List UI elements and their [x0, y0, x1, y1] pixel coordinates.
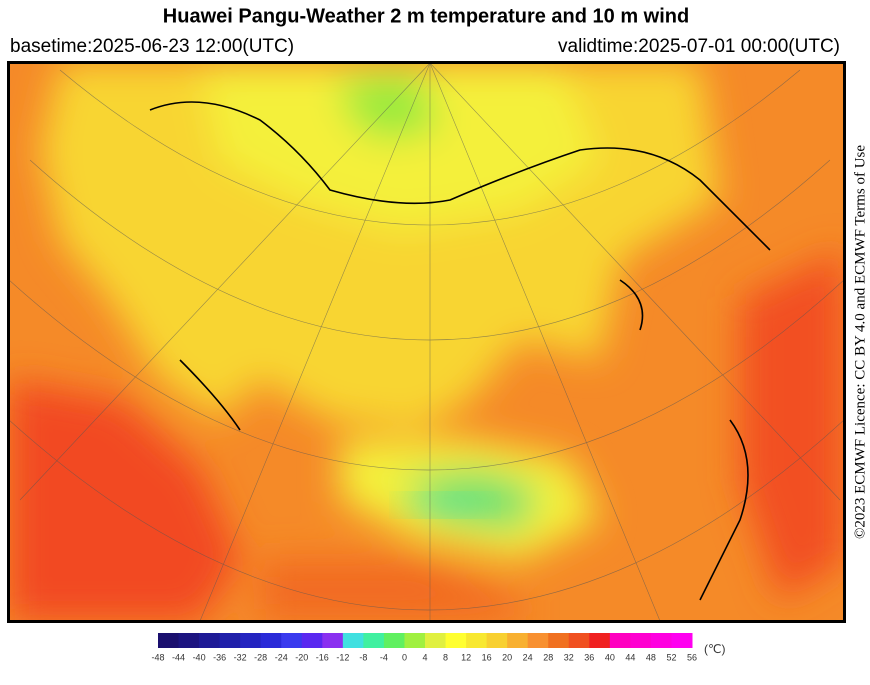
- colorbar-label: 12: [461, 652, 471, 662]
- colorbar-label: -32: [234, 652, 247, 662]
- colorbar-segment: [568, 633, 590, 648]
- colorbar-segment: [322, 633, 344, 648]
- colorbar-label: 16: [482, 652, 492, 662]
- colorbar-label: -24: [275, 652, 288, 662]
- colorbar-label: -36: [213, 652, 226, 662]
- licence: ©2023 ECMWF Licence: CC BY 4.0 and ECMWF…: [852, 145, 868, 539]
- colorbar: -48 -44 -40 -36 -32 -28 -24 -20 -16 -12 -8 -4 0 4 8 12 1…: [151, 633, 725, 662]
- colorbar-label: 32: [564, 652, 574, 662]
- colorbar-segment: [178, 633, 200, 648]
- colorbar-label: -48: [151, 652, 164, 662]
- colorbar-segment: [486, 633, 508, 648]
- colorbar-segment: [240, 633, 262, 648]
- colorbar-label: 8: [443, 652, 448, 662]
- colorbar-label: -44: [172, 652, 185, 662]
- colorbar-segment: [425, 633, 447, 648]
- colorbar-segment: [219, 633, 241, 648]
- map: [9, 63, 844, 621]
- colorbar-label: -12: [336, 652, 349, 662]
- colorbar-segment: [466, 633, 488, 648]
- colorbar-segment: [507, 633, 529, 648]
- colorbar-label: -28: [254, 652, 267, 662]
- colorbar-segment: [589, 633, 611, 648]
- colorbar-label: -8: [359, 652, 367, 662]
- colorbar-segment: [404, 633, 426, 648]
- colorbar-label: -20: [295, 652, 308, 662]
- colorbar-segment: [445, 633, 467, 648]
- validtime: validtime:2025-07-01 00:00(UTC): [558, 36, 840, 57]
- colorbar-segment: [609, 633, 631, 648]
- colorbar-label: -4: [380, 652, 388, 662]
- colorbar-segment: [199, 633, 221, 648]
- colorbar-label: 52: [666, 652, 676, 662]
- colorbar-label: 0: [402, 652, 407, 662]
- colorbar-label: -16: [316, 652, 329, 662]
- colorbar-label: 44: [625, 652, 635, 662]
- colorbar-segment: [363, 633, 385, 648]
- colorbar-unit: (℃): [704, 642, 725, 656]
- colorbar-segment: [301, 633, 323, 648]
- colorbar-segment: [281, 633, 303, 648]
- colorbar-segment: [650, 633, 672, 648]
- colorbar-label: 48: [646, 652, 656, 662]
- colorbar-label: 40: [605, 652, 615, 662]
- colorbar-label: 4: [422, 652, 427, 662]
- colorbar-segment: [527, 633, 549, 648]
- colorbar-segment: [260, 633, 282, 648]
- colorbar-label: 36: [584, 652, 594, 662]
- colorbar-label: 24: [523, 652, 533, 662]
- colorbar-segment: [630, 633, 652, 648]
- basetime: basetime:2025-06-23 12:00(UTC): [10, 36, 294, 57]
- colorbar-label: 20: [502, 652, 512, 662]
- colorbar-segment: [548, 633, 570, 648]
- map-frame: [7, 61, 846, 623]
- colorbar-segment: [342, 633, 364, 648]
- colorbar-segment: [158, 633, 180, 648]
- title: Huawei Pangu-Weather 2 m temperature and…: [163, 5, 689, 27]
- colorbar-label: 28: [543, 652, 553, 662]
- colorbar-label: -40: [193, 652, 206, 662]
- colorbar-segment: [383, 633, 405, 648]
- colorbar-label: 56: [687, 652, 697, 662]
- colorbar-segment: [671, 633, 693, 648]
